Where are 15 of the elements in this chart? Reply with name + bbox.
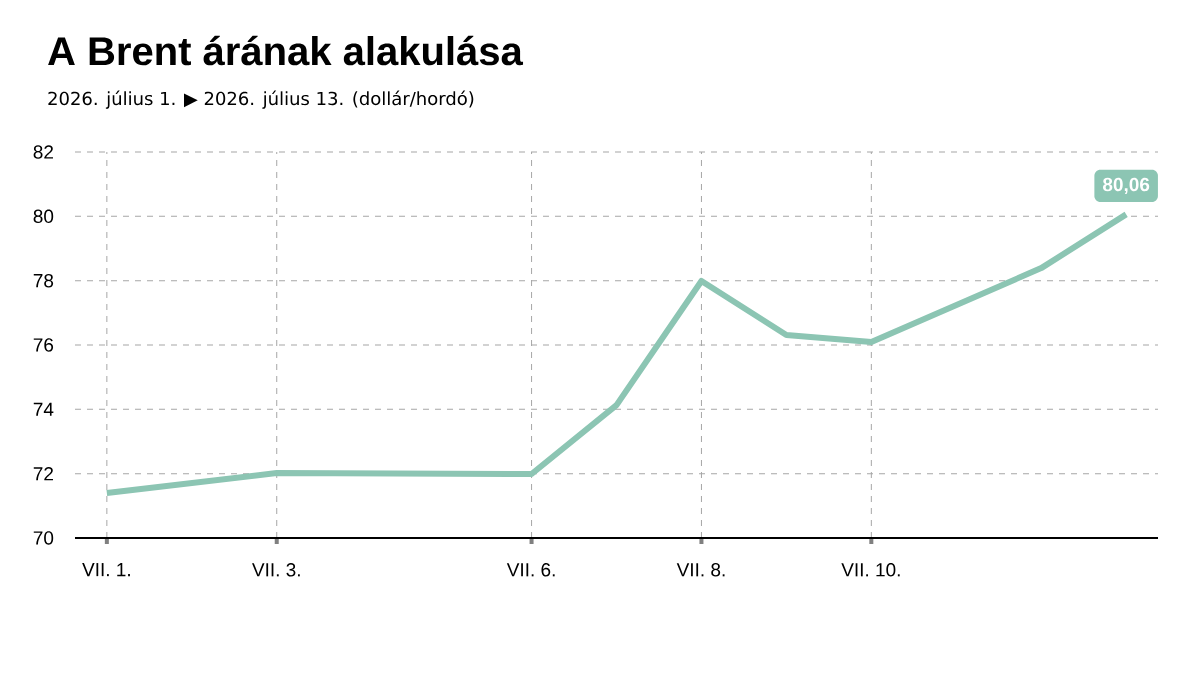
data-label: 80,06 bbox=[1102, 177, 1150, 195]
y-tick-label: 80 bbox=[33, 209, 54, 224]
y-tick-label: 70 bbox=[33, 531, 54, 545]
y-tick-label: 78 bbox=[33, 273, 54, 288]
y-tick-label: 72 bbox=[33, 467, 53, 481]
y-tick-label: 74 bbox=[33, 402, 54, 416]
x-tick-label: VII. 3. bbox=[252, 563, 300, 577]
chart-subtitle: 2026. július 1. ▶ 2026. július 13. (dollár/hordó) bbox=[48, 90, 474, 109]
chart-title: A Brent árának alakulása bbox=[48, 35, 524, 66]
y-tick-label: 82 bbox=[33, 145, 53, 159]
y-tick-label: 76 bbox=[33, 338, 54, 352]
x-tick-label: VII. 6. bbox=[506, 563, 555, 577]
x-tick-label: VII. 8. bbox=[676, 563, 725, 577]
x-tick-label: VII. 10. bbox=[841, 563, 900, 577]
x-tick-label: VII. 1. bbox=[82, 563, 130, 577]
